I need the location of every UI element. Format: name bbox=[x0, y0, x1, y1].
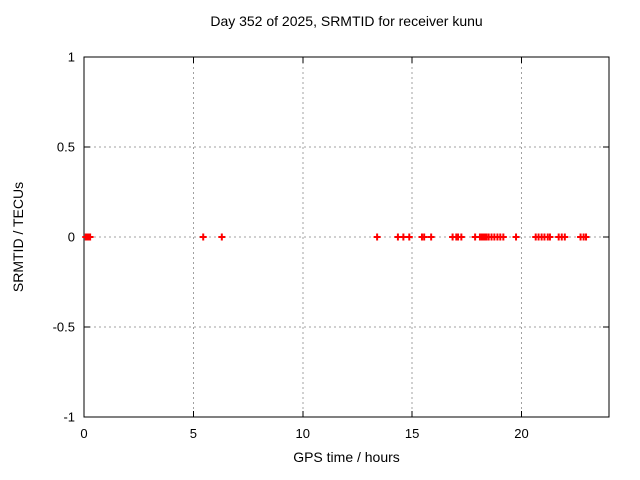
y-tick-label: -1 bbox=[63, 410, 75, 425]
data-point-marker bbox=[499, 233, 507, 241]
data-point-marker bbox=[420, 233, 428, 241]
x-axis-label: GPS time / hours bbox=[293, 449, 400, 465]
data-point-marker bbox=[561, 233, 569, 241]
data-point-marker bbox=[512, 233, 520, 241]
data-point-marker bbox=[582, 233, 590, 241]
x-tick-label: 20 bbox=[514, 426, 528, 441]
y-tick-label: 0 bbox=[68, 230, 75, 245]
data-point-marker bbox=[405, 233, 413, 241]
data-point-marker bbox=[218, 233, 226, 241]
data-point-marker bbox=[373, 233, 381, 241]
data-point-marker bbox=[199, 233, 207, 241]
y-tick-label: 0.5 bbox=[57, 140, 75, 155]
data-point-marker bbox=[546, 233, 554, 241]
x-tick-label: 5 bbox=[190, 426, 197, 441]
data-point-marker bbox=[86, 233, 94, 241]
chart-title: Day 352 of 2025, SRMTID for receiver kun… bbox=[210, 13, 483, 29]
x-tick-label: 15 bbox=[405, 426, 419, 441]
x-tick-label: 0 bbox=[80, 426, 87, 441]
data-point-marker bbox=[427, 233, 435, 241]
x-tick-label: 10 bbox=[296, 426, 310, 441]
y-tick-label: 1 bbox=[68, 50, 75, 65]
y-tick-label: -0.5 bbox=[53, 320, 75, 335]
data-point-marker bbox=[399, 233, 407, 241]
data-point-marker bbox=[457, 233, 465, 241]
